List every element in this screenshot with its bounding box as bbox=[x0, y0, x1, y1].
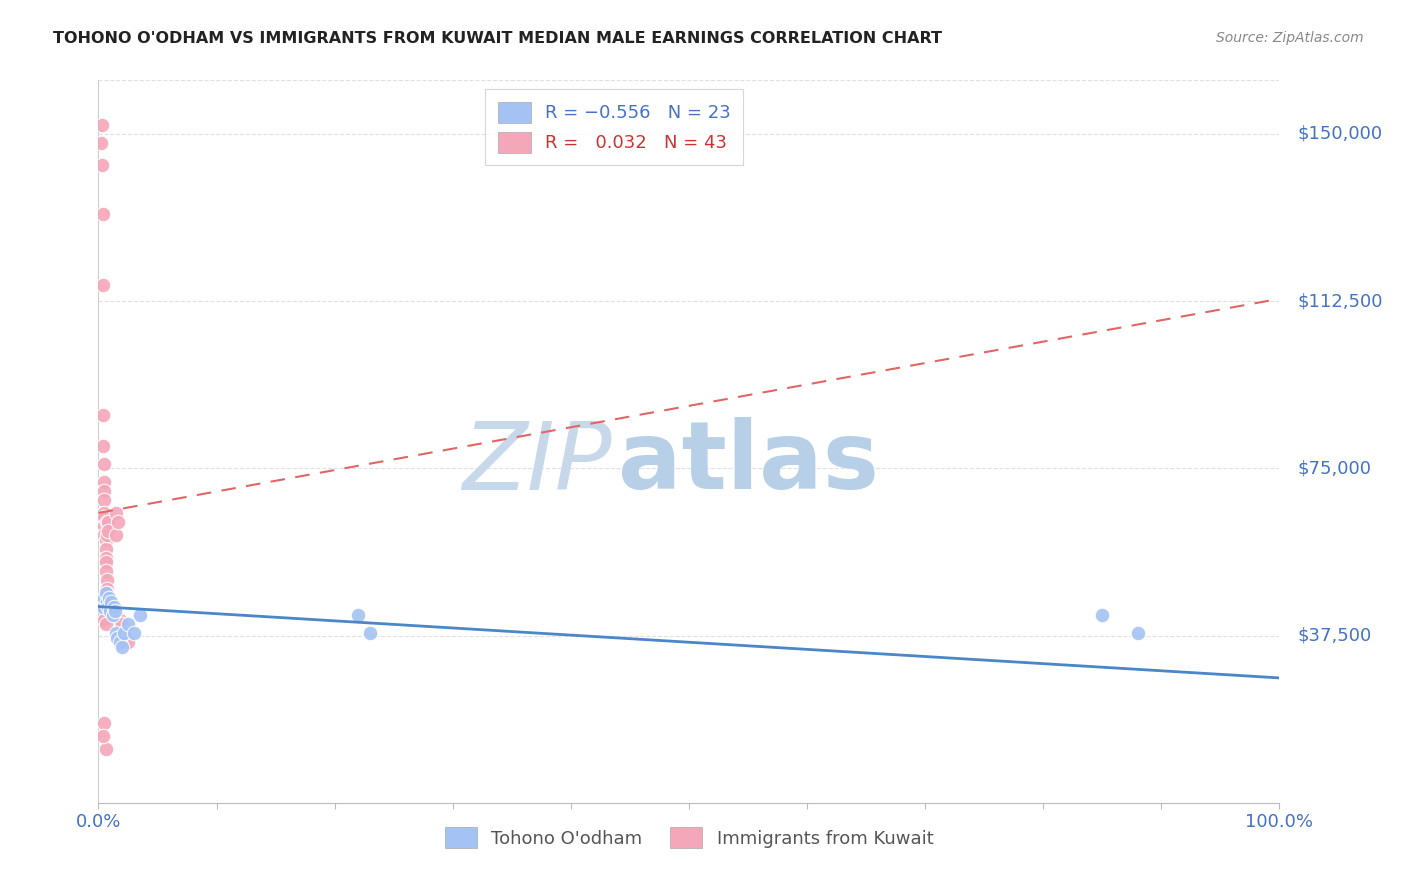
Text: atlas: atlas bbox=[619, 417, 879, 509]
Point bbox=[94, 533, 117, 547]
Point bbox=[93, 715, 115, 730]
Point bbox=[93, 492, 115, 507]
Point bbox=[107, 515, 129, 529]
Point bbox=[117, 635, 139, 649]
Point bbox=[111, 617, 134, 632]
Point bbox=[359, 626, 381, 640]
Point bbox=[122, 626, 145, 640]
Point bbox=[93, 528, 115, 542]
Text: $150,000: $150,000 bbox=[1298, 125, 1382, 143]
Point bbox=[93, 591, 115, 605]
Point bbox=[91, 207, 114, 221]
Point bbox=[94, 564, 117, 578]
Point bbox=[105, 626, 128, 640]
Point bbox=[94, 550, 117, 565]
Point bbox=[94, 541, 117, 556]
Text: TOHONO O'ODHAM VS IMMIGRANTS FROM KUWAIT MEDIAN MALE EARNINGS CORRELATION CHART: TOHONO O'ODHAM VS IMMIGRANTS FROM KUWAIT… bbox=[53, 31, 942, 46]
Point bbox=[93, 483, 115, 498]
Point bbox=[96, 582, 118, 596]
Point bbox=[96, 573, 118, 587]
Point bbox=[128, 608, 150, 623]
Point bbox=[98, 604, 121, 618]
Point bbox=[97, 515, 120, 529]
Point bbox=[90, 136, 112, 150]
Point bbox=[103, 599, 125, 614]
Point bbox=[105, 506, 128, 520]
Point bbox=[101, 608, 124, 623]
Point bbox=[98, 599, 121, 614]
Point bbox=[96, 595, 118, 609]
Text: $112,500: $112,500 bbox=[1298, 292, 1382, 310]
Point bbox=[105, 528, 128, 542]
Point bbox=[1126, 626, 1149, 640]
Point bbox=[97, 599, 120, 614]
Point bbox=[96, 586, 118, 600]
Point bbox=[91, 599, 114, 614]
Point bbox=[93, 457, 115, 471]
Point bbox=[96, 528, 118, 542]
Point bbox=[96, 515, 118, 529]
Text: Source: ZipAtlas.com: Source: ZipAtlas.com bbox=[1216, 31, 1364, 45]
Point bbox=[91, 608, 114, 623]
Point bbox=[91, 408, 114, 422]
Point bbox=[94, 617, 117, 632]
Text: $37,500: $37,500 bbox=[1298, 626, 1371, 645]
Point bbox=[94, 555, 117, 569]
Point bbox=[91, 729, 114, 743]
Point bbox=[108, 635, 131, 649]
Point bbox=[97, 524, 120, 538]
Point bbox=[105, 631, 128, 645]
Point bbox=[91, 118, 114, 132]
Point bbox=[94, 742, 117, 756]
Point bbox=[98, 591, 121, 605]
Point bbox=[101, 604, 124, 618]
Point bbox=[93, 475, 115, 489]
Point bbox=[93, 510, 115, 524]
Point bbox=[91, 439, 114, 453]
Point bbox=[347, 608, 370, 623]
Point bbox=[117, 617, 139, 632]
Point bbox=[100, 595, 122, 609]
Point bbox=[112, 626, 135, 640]
Point bbox=[112, 626, 135, 640]
Point bbox=[91, 278, 114, 293]
Point bbox=[93, 613, 115, 627]
Point bbox=[108, 613, 131, 627]
Point bbox=[1091, 608, 1114, 623]
Point bbox=[98, 599, 121, 614]
Point bbox=[93, 506, 115, 520]
Text: ZIP: ZIP bbox=[463, 417, 612, 508]
Legend: Tohono O'odham, Immigrants from Kuwait: Tohono O'odham, Immigrants from Kuwait bbox=[437, 820, 941, 855]
Point bbox=[94, 586, 117, 600]
Point bbox=[104, 604, 127, 618]
Point bbox=[91, 158, 114, 172]
Text: $75,000: $75,000 bbox=[1298, 459, 1371, 477]
Point bbox=[111, 640, 134, 654]
Point bbox=[93, 519, 115, 533]
